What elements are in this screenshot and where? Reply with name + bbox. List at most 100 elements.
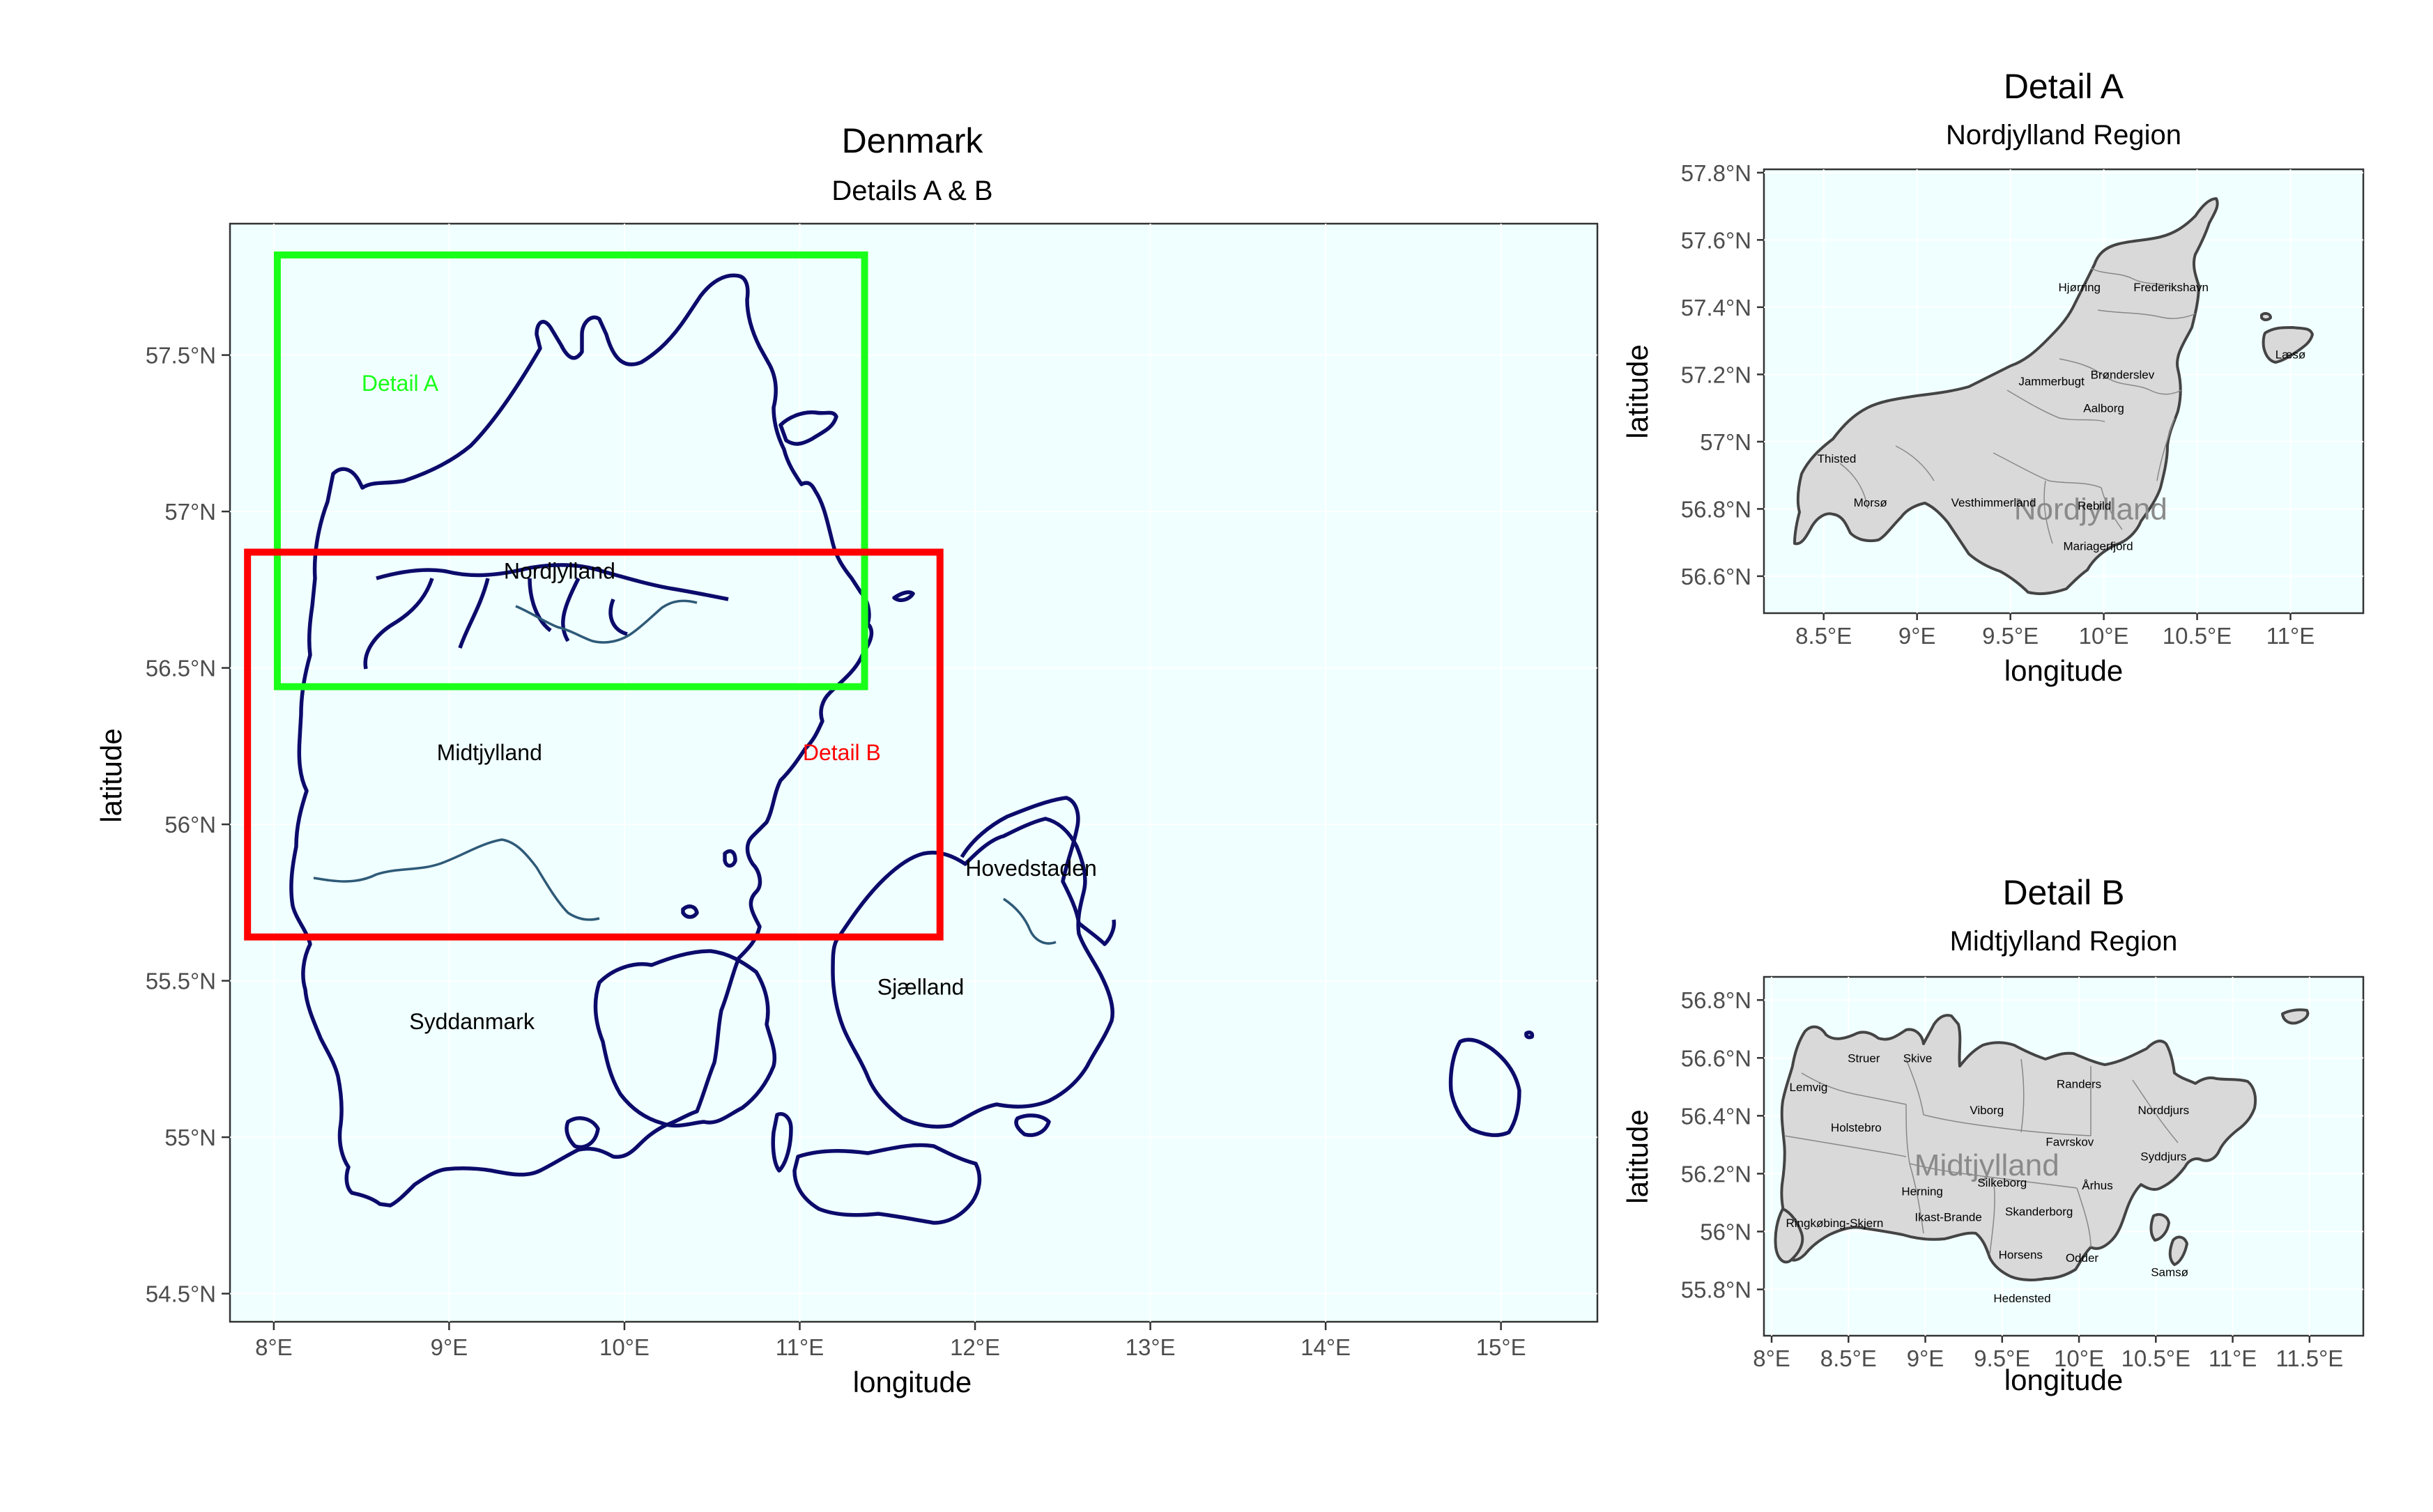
detail-a-title: Detail A (2004, 67, 2124, 106)
main-map-region-borders (313, 599, 1057, 945)
municipality-label: Hjørring (2059, 281, 2101, 294)
detail-a-subtitle: Nordjylland Region (1946, 120, 2181, 151)
main-map-subtitle: Details A & B (831, 176, 992, 206)
municipality-label: Struer (1848, 1051, 1880, 1065)
main-map-detail-boxes: Detail A Detail B (244, 251, 944, 941)
y-tick-label: 57°N (1700, 429, 1751, 455)
x-tick-label: 10°E (599, 1334, 650, 1360)
y-tick-label: 57.2°N (1681, 362, 1751, 387)
detail-b-x-axis-label: longitude (2004, 1364, 2123, 1396)
municipality-label: Brønderslev (2091, 368, 2155, 381)
main-map-title: Denmark (842, 121, 984, 160)
detail-a-y-axis-label: latitude (1621, 344, 1654, 438)
x-tick-label: 11°E (2266, 623, 2315, 649)
y-tick-label: 56°N (164, 812, 216, 838)
x-tick-label: 14°E (1300, 1334, 1351, 1360)
y-tick-label: 56.8°N (1681, 987, 1751, 1013)
detail-b-y-axis-label: latitude (1621, 1109, 1654, 1203)
municipality-label: Rebild (2078, 500, 2111, 513)
x-tick-label: 11°E (2209, 1345, 2257, 1371)
detail-b-panel: Detail B Midtjylland Region 8°E 8.5°E 9°E 9… (1621, 873, 2365, 1396)
x-tick-label: 9°E (1898, 623, 1936, 649)
main-map-region-labels: Nordjylland Midtjylland Hovedstaden Sjællan… (409, 558, 1097, 1034)
municipality-label: Syddjurs (2140, 1150, 2186, 1164)
x-tick-label: 10°E (2079, 623, 2129, 649)
y-tick-label: 56.6°N (1681, 1045, 1751, 1071)
main-map-coastline (289, 273, 1535, 1225)
municipality-label: Ringkøbing-Skjern (1786, 1217, 1884, 1230)
y-tick-label: 57°N (164, 499, 216, 525)
municipality-label: Læsø (2275, 348, 2305, 361)
detail-a-municipality-labels: Hjørring Frederikshavn Jammerbugt Brøndersl… (1818, 281, 2306, 553)
main-map-plot-background (229, 222, 1599, 1323)
detail-a-x-axis-label: longitude (2004, 654, 2123, 687)
municipality-label: Skive (1903, 1051, 1933, 1065)
y-tick-label: 56.5°N (146, 656, 216, 681)
main-map-panel: Denmark Details A & B (95, 121, 1599, 1398)
y-tick-label: 56.6°N (1681, 564, 1751, 589)
municipality-label: Silkeborg (1977, 1176, 2027, 1189)
y-tick-label: 54.5°N (146, 1281, 216, 1307)
detail-box-label: Detail A (362, 371, 439, 396)
y-tick-label: 57.8°N (1681, 160, 1751, 186)
main-map-x-axis-label: longitude (853, 1366, 972, 1398)
municipality-label: Jammerbugt (2018, 375, 2085, 388)
municipality-label: Samsø (2151, 1266, 2188, 1279)
x-tick-label: 10.5°E (2163, 623, 2232, 649)
detail-b-municipality-lines (1783, 1058, 2179, 1255)
municipality-label: Thisted (1818, 452, 1857, 465)
x-tick-label: 11.5°E (2275, 1345, 2343, 1371)
x-tick-label: 10.5°E (2121, 1345, 2190, 1371)
municipality-label: Vesthimmerland (1951, 496, 2036, 509)
detail-a-ticks: 8.5°E 9°E 9.5°E 10°E 10.5°E 11°E 56.6°N 56.8°N 5… (1681, 160, 2315, 649)
detail-b-region-watermark: Midtjylland (1914, 1148, 2059, 1182)
y-tick-label: 55.8°N (1681, 1277, 1751, 1303)
x-tick-label: 9°E (1907, 1345, 1944, 1371)
detail-a-panel: Detail A Nordjylland Region 8.5°E 9°E 9.5°… (1621, 67, 2365, 687)
region-label: Nordjylland (504, 558, 615, 583)
municipality-label: Frederikshavn (2133, 281, 2209, 294)
x-tick-label: 8°E (255, 1334, 293, 1360)
detail-b-municipality-labels: Struer Skive Lemvig Randers Viborg Norddjurs H… (1786, 1051, 2190, 1305)
x-tick-label: 9.5°E (1982, 623, 2039, 649)
municipality-label: Holstebro (1831, 1121, 1882, 1134)
region-label: Sjælland (877, 975, 965, 1000)
main-map-gridlines (230, 224, 1597, 1322)
detail-box-b (244, 548, 944, 941)
x-tick-label: 8.5°E (1820, 1345, 1877, 1371)
detail-b-title: Detail B (2002, 873, 2124, 912)
detail-b-ticks: 8°E 8.5°E 9°E 9.5°E 10°E 10.5°E 11°E 11.5°E 55.8… (1681, 987, 2344, 1371)
detail-box-label: Detail B (803, 740, 881, 765)
x-tick-label: 8°E (1753, 1345, 1790, 1371)
municipality-label: Morsø (1854, 496, 1887, 509)
x-tick-label: 12°E (950, 1334, 1000, 1360)
x-tick-label: 9.5°E (1974, 1345, 2030, 1371)
detail-a-land (1793, 197, 2314, 596)
region-label: Midtjylland (437, 740, 542, 765)
municipality-label: Norddjurs (2137, 1104, 2189, 1117)
detail-a-region-watermark: Nordjylland (2014, 492, 2167, 526)
municipality-label: Viborg (1970, 1104, 2004, 1117)
municipality-label: Århus (2082, 1179, 2112, 1192)
main-map-ticks: 8°E 9°E 10°E 11°E 12°E 13°E 14°E 15°E 54.5°N 55°N… (146, 343, 1526, 1360)
y-tick-label: 57.6°N (1681, 227, 1751, 253)
y-tick-label: 55°N (164, 1125, 216, 1150)
detail-box-a (273, 251, 868, 691)
x-tick-label: 15°E (1476, 1334, 1526, 1360)
detail-b-land (1774, 1008, 2310, 1281)
x-tick-label: 11°E (776, 1334, 824, 1360)
municipality-label: Favrskov (2046, 1136, 2094, 1149)
municipality-label: Aalborg (2083, 402, 2124, 415)
x-tick-label: 13°E (1126, 1334, 1176, 1360)
municipality-label: Mariagerfjord (2063, 539, 2133, 553)
y-tick-label: 56.2°N (1681, 1161, 1751, 1187)
main-map-y-axis-label: latitude (95, 728, 128, 822)
detail-a-municipality-lines (1839, 268, 2196, 544)
region-label: Hovedstaden (965, 856, 1097, 881)
municipality-label: Randers (2057, 1078, 2101, 1091)
x-tick-label: 9°E (431, 1334, 468, 1360)
y-tick-label: 56.4°N (1681, 1103, 1751, 1129)
municipality-label: Herning (1901, 1185, 1943, 1198)
municipality-label: Ikast-Brande (1914, 1211, 1981, 1224)
